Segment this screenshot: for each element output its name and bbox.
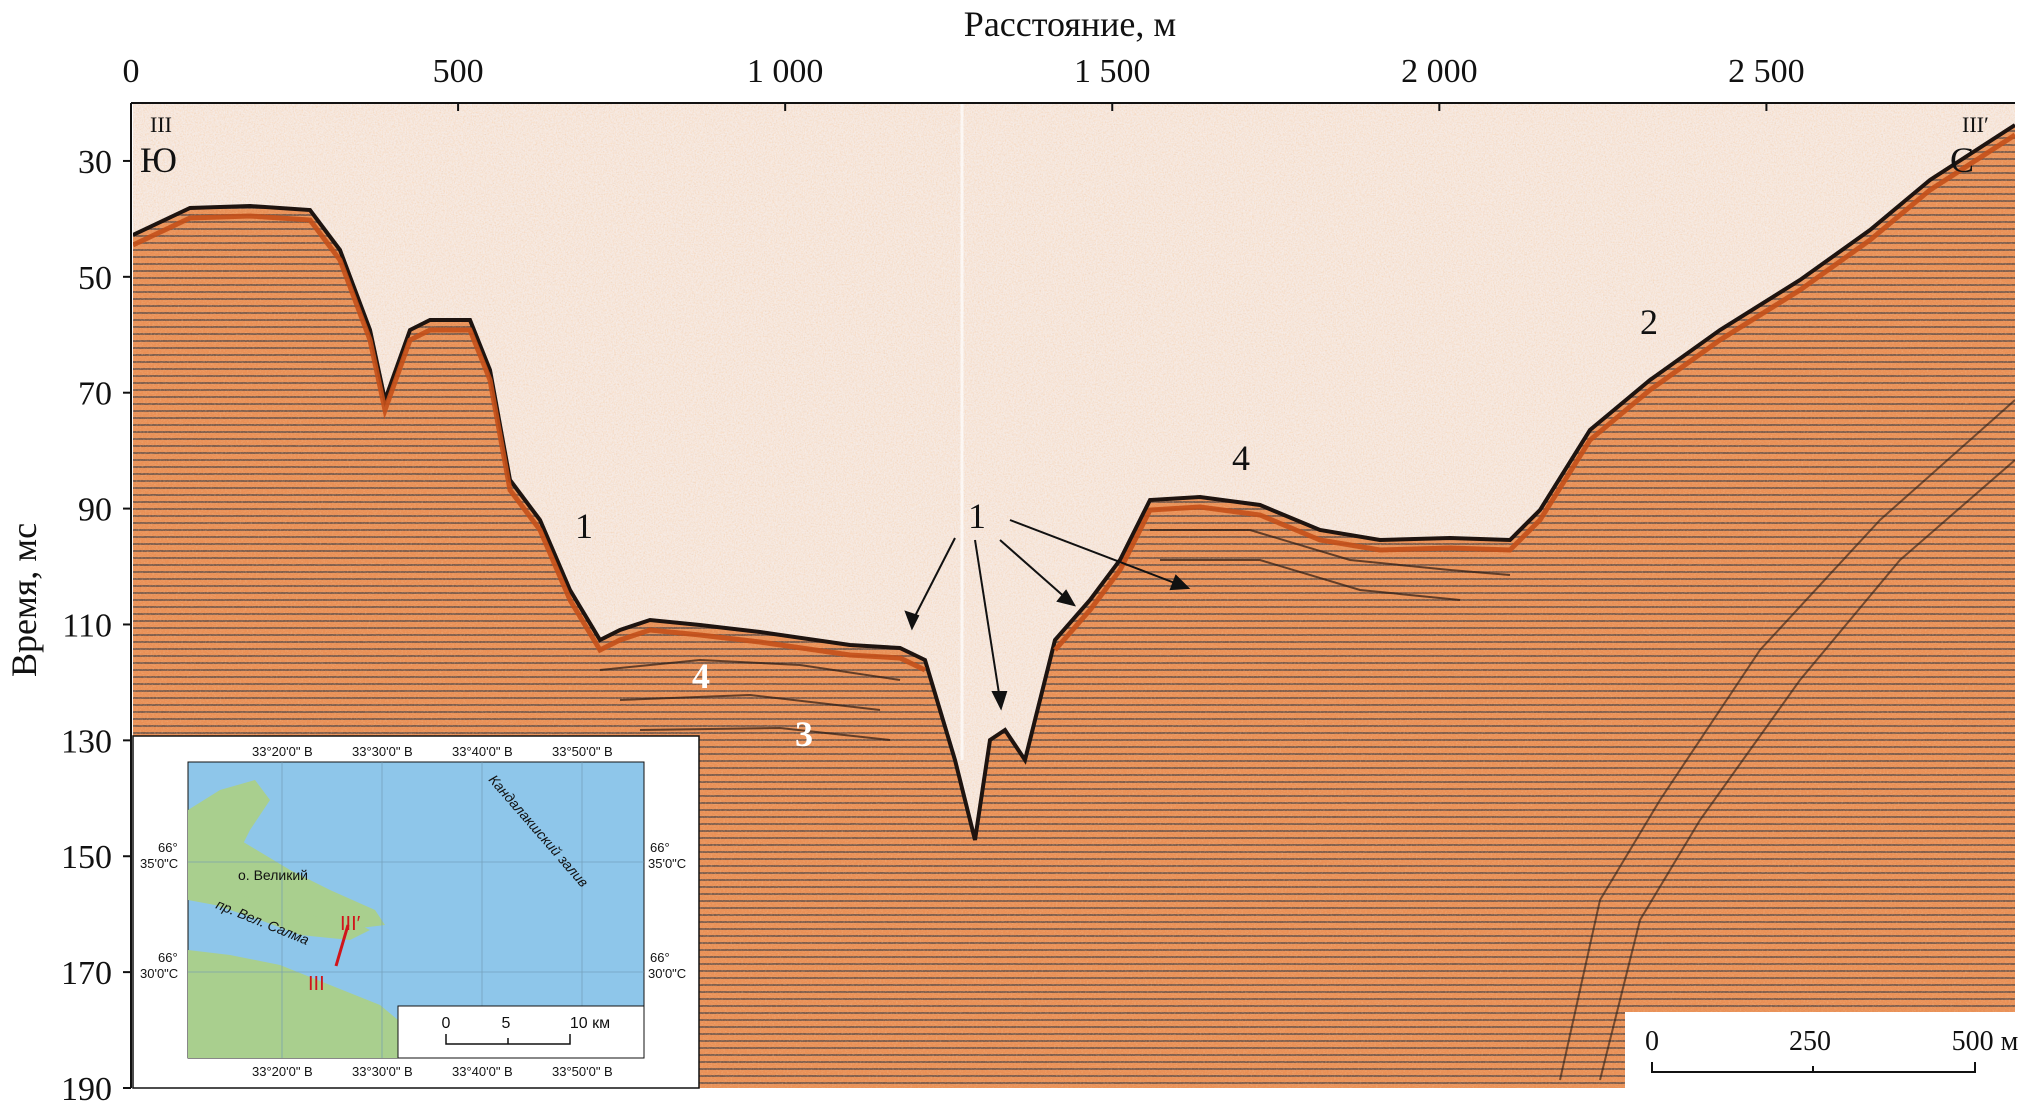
y-tick-label-1: 50 xyxy=(78,260,112,297)
coord-top-2: 33°30'0" В xyxy=(352,744,413,759)
label-1-left: 1 xyxy=(575,506,593,546)
x-tick-label-5: 2 500 xyxy=(1728,53,1805,90)
profile-start-code: III xyxy=(150,112,172,137)
island-velikiy xyxy=(188,830,385,928)
coord-right-2-min: 30'0"С xyxy=(648,966,686,981)
coord-bottom-3: 33°40'0" В xyxy=(452,1064,513,1079)
inset-map: III′ III о. Великий пр. Вел. Салма Канда… xyxy=(132,735,700,1089)
profile-start-direction: Ю xyxy=(140,140,177,180)
y-axis-title: Время, мс xyxy=(4,523,44,677)
map-profile-start: III xyxy=(308,973,325,995)
coord-right-1-min: 35'0"С xyxy=(648,856,686,871)
scale-tick-500: 500 м xyxy=(1952,1026,2018,1057)
coord-right-1-deg: 66° xyxy=(650,840,670,855)
southern-land xyxy=(188,950,410,1058)
label-1-center: 1 xyxy=(968,496,986,536)
x-tick-label-2: 1 000 xyxy=(747,53,824,90)
profile-line xyxy=(334,924,350,967)
label-4-left: 4 xyxy=(692,656,710,696)
coord-top-4: 33°50'0" В xyxy=(552,744,613,759)
coord-left-2-deg: 66° xyxy=(158,950,178,965)
seabed-reflector xyxy=(133,123,2015,841)
axes xyxy=(130,102,2015,1088)
place-island: о. Великий xyxy=(238,867,308,883)
x-tick-label-0: 0 xyxy=(123,53,140,90)
y-tick-label-8: 190 xyxy=(61,1071,112,1101)
x-ticks: 0 500 1 000 1 500 2 000 2 500 xyxy=(123,53,1805,111)
y-tick-label-4: 110 xyxy=(62,607,112,644)
label-2: 2 xyxy=(1640,302,1658,342)
coord-top-3: 33°40'0" В xyxy=(452,744,513,759)
y-tick-label-0: 30 xyxy=(78,144,112,181)
mainland xyxy=(188,780,370,940)
map-scale-0: 0 xyxy=(442,1015,451,1032)
coord-left-1-min: 35'0"С xyxy=(140,856,178,871)
map-scale-10: 10 км xyxy=(570,1015,610,1032)
y-tick-label-3: 90 xyxy=(78,492,112,529)
x-tick-label-4: 2 000 xyxy=(1401,53,1478,90)
label-4-right: 4 xyxy=(1232,438,1250,478)
scale-tick-250: 250 xyxy=(1789,1026,1831,1057)
y-tick-label-6: 150 xyxy=(61,839,112,876)
scale-tick-0: 0 xyxy=(1645,1026,1659,1057)
y-tick-label-2: 70 xyxy=(78,376,112,413)
x-axis-title: Расстояние, м xyxy=(964,4,1176,44)
profile-end-direction: С xyxy=(1950,140,1974,180)
x-tick-label-1: 500 xyxy=(433,53,484,90)
scale-bar: 0 250 500 м xyxy=(1625,1012,2018,1088)
coord-bottom-2: 33°30'0" В xyxy=(352,1064,413,1079)
label-1-arrows xyxy=(904,519,1191,711)
coord-bottom-4: 33°50'0" В xyxy=(552,1064,613,1079)
coord-bottom-1: 33°20'0" В xyxy=(252,1064,313,1079)
y-tick-label-5: 130 xyxy=(61,723,112,760)
x-tick-label-3: 1 500 xyxy=(1074,53,1151,90)
coord-top-1: 33°20'0" В xyxy=(252,744,313,759)
y-ticks: 30 50 70 90 110 130 150 170 190 xyxy=(61,144,131,1101)
map-profile-end: III′ xyxy=(340,913,361,935)
y-tick-label-7: 170 xyxy=(61,955,112,992)
coord-right-2-deg: 66° xyxy=(650,950,670,965)
profile-end-code: III′ xyxy=(1962,112,1989,137)
coord-left-1-deg: 66° xyxy=(158,840,178,855)
coord-left-2-min: 30'0"С xyxy=(140,966,178,981)
map-scale-5: 5 xyxy=(502,1015,511,1032)
label-3: 3 xyxy=(795,714,813,754)
